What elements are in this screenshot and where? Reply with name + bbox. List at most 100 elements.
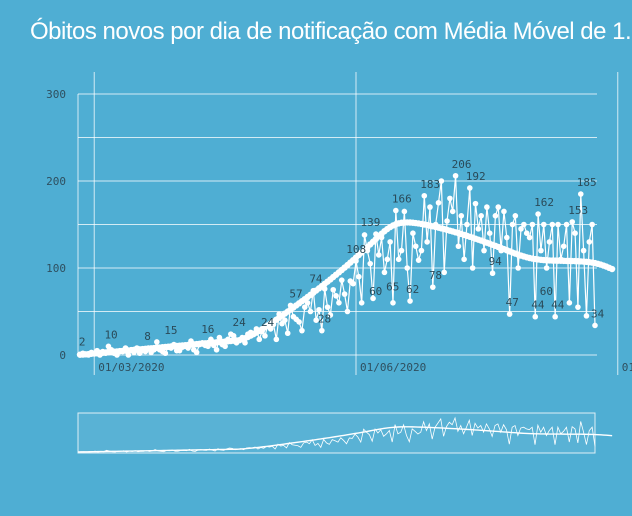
series-daily-point (569, 219, 576, 225)
series-daily-point (435, 199, 442, 206)
data-label: 16 (201, 323, 214, 336)
series-daily-point (469, 265, 476, 271)
data-label: 206 (452, 158, 472, 171)
series-daily-point (503, 234, 510, 241)
data-label: 2 (79, 335, 86, 348)
series-daily-point (296, 319, 302, 325)
series-daily-point (560, 243, 567, 250)
series-daily-point (162, 350, 169, 357)
series-daily-point (358, 300, 365, 306)
data-label: 60 (369, 285, 382, 298)
y-tick-label: 0 (59, 349, 66, 362)
series-daily-point (407, 298, 413, 304)
series-daily-point (427, 204, 433, 210)
series-daily-point (393, 207, 399, 214)
series-daily-point (575, 304, 581, 310)
data-label: 44 (551, 299, 565, 312)
data-label: 24 (261, 316, 275, 329)
data-label: 153 (568, 204, 588, 217)
series-daily-point (549, 221, 556, 228)
navigator-moving-average-line (77, 426, 613, 453)
series-daily-point (572, 230, 578, 236)
series-daily-point (495, 204, 502, 210)
series-daily-point (492, 213, 499, 219)
series-daily-point (421, 192, 428, 199)
series-daily-point (350, 280, 356, 287)
series-daily-point (543, 265, 550, 271)
data-label: 65 (386, 280, 399, 293)
series-daily-point (395, 256, 402, 263)
data-label: 78 (429, 269, 442, 282)
data-label: 183 (420, 178, 440, 191)
series-daily-point (475, 226, 482, 232)
series-daily-point (356, 273, 362, 280)
y-axis: 0 100 200 300 (46, 88, 66, 362)
series-daily-point (222, 343, 228, 350)
series-daily-point (523, 230, 530, 236)
data-label: 57 (289, 287, 302, 300)
data-label: 62 (406, 283, 419, 296)
series-layer (76, 172, 616, 358)
series-daily-point (506, 311, 513, 317)
series-daily-point (438, 178, 445, 184)
series-daily-point (583, 313, 590, 319)
series-daily-point (529, 221, 536, 228)
series-daily-point (387, 239, 393, 245)
series-daily-point (412, 243, 419, 250)
series-daily-point (418, 247, 425, 254)
navigator-daily-line (77, 416, 596, 453)
series-daily-point (299, 327, 305, 334)
series-daily-point (316, 306, 322, 313)
series-daily-point (338, 277, 345, 283)
series-daily-point (518, 226, 524, 232)
series-daily-point (512, 213, 519, 219)
x-tick-label: 01/06/2020 (360, 361, 426, 374)
series-daily-point (464, 221, 470, 228)
data-label: 8 (144, 330, 151, 343)
data-label: 94 (489, 255, 503, 268)
series-daily-point (361, 232, 368, 238)
series-daily-point (515, 265, 521, 271)
data-label: 192 (466, 170, 486, 183)
series-daily-point (577, 191, 584, 197)
data-label: 60 (540, 285, 553, 298)
data-label: 44 (531, 299, 545, 312)
data-label: 74 (309, 273, 323, 286)
series-daily-point (521, 221, 527, 228)
series-daily-point (390, 300, 396, 306)
range-navigator[interactable] (77, 412, 613, 454)
series-daily-point (344, 308, 351, 315)
data-label: 166 (392, 193, 412, 206)
series-daily-point (384, 256, 391, 263)
series-daily-point (424, 239, 430, 245)
series-daily-point (262, 333, 268, 339)
series-daily-point (193, 349, 200, 356)
series-daily-point (563, 221, 570, 228)
grid (77, 72, 619, 375)
data-label: 24 (232, 316, 246, 329)
series-daily-point (455, 243, 462, 250)
series-daily-point (398, 247, 405, 254)
data-label: 108 (346, 243, 366, 256)
y-tick-label: 300 (46, 88, 66, 101)
series-daily-point (447, 195, 453, 202)
series-daily-point (478, 213, 484, 219)
series-daily-point (589, 221, 595, 228)
series-daily-point (273, 336, 280, 343)
series-daily-point (538, 247, 544, 254)
series-daily-point (449, 208, 456, 215)
series-daily-point (330, 286, 337, 293)
series-daily-point (213, 346, 220, 353)
series-daily-point (535, 211, 541, 217)
series-daily-point (410, 230, 416, 236)
series-daily-point (375, 252, 382, 258)
series-daily-point (552, 313, 558, 320)
series-daily-point (401, 208, 408, 215)
series-daily-point (555, 221, 561, 228)
data-label: 34 (591, 307, 605, 320)
series-daily-point (370, 295, 376, 302)
data-label: 185 (577, 176, 597, 189)
data-label: 139 (361, 216, 381, 229)
